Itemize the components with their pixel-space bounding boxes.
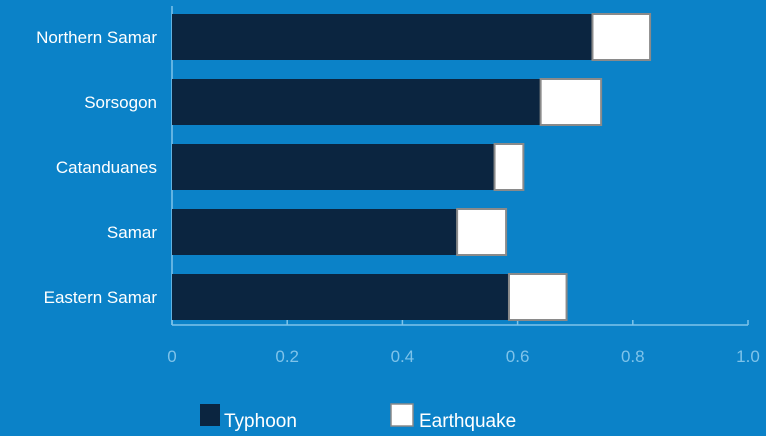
legend-label-typhoon: Typhoon — [224, 411, 297, 432]
category-label: Catanduanes — [56, 158, 157, 177]
bar-earthquake — [539, 78, 603, 126]
bars-layer — [172, 13, 652, 321]
bar-earthquake — [591, 13, 652, 61]
category-label: Northern Samar — [36, 28, 157, 47]
bar-typhoon — [172, 144, 495, 190]
legend: Typhoon Earthquake — [200, 403, 516, 432]
category-label: Eastern Samar — [44, 288, 158, 307]
legend-label-earthquake: Earthquake — [419, 411, 516, 432]
bar-earthquake — [456, 208, 508, 256]
bar-typhoon — [172, 79, 541, 125]
bar-earthquake — [493, 143, 525, 191]
category-labels: Northern Samar Sorsogon Catanduanes Samar Ea… — [36, 28, 157, 307]
x-tick-label: 1.0 — [736, 347, 760, 366]
x-tick-labels: 0 0.2 0.4 0.6 0.8 1.0 — [167, 347, 760, 366]
category-label: Samar — [107, 223, 157, 242]
x-tick-label: 0.6 — [506, 347, 530, 366]
bar-typhoon — [172, 274, 509, 320]
bar-typhoon — [172, 209, 458, 255]
legend-swatch-typhoon — [200, 404, 220, 426]
bar-typhoon — [172, 14, 593, 60]
x-tick-label: 0 — [167, 347, 176, 366]
category-label: Sorsogon — [84, 93, 157, 112]
x-tick-label: 0.2 — [275, 347, 299, 366]
bar-earthquake — [507, 273, 568, 321]
x-tick-label: 0.4 — [391, 347, 415, 366]
x-tick-label: 0.8 — [621, 347, 645, 366]
legend-swatch-earthquake — [390, 403, 414, 427]
